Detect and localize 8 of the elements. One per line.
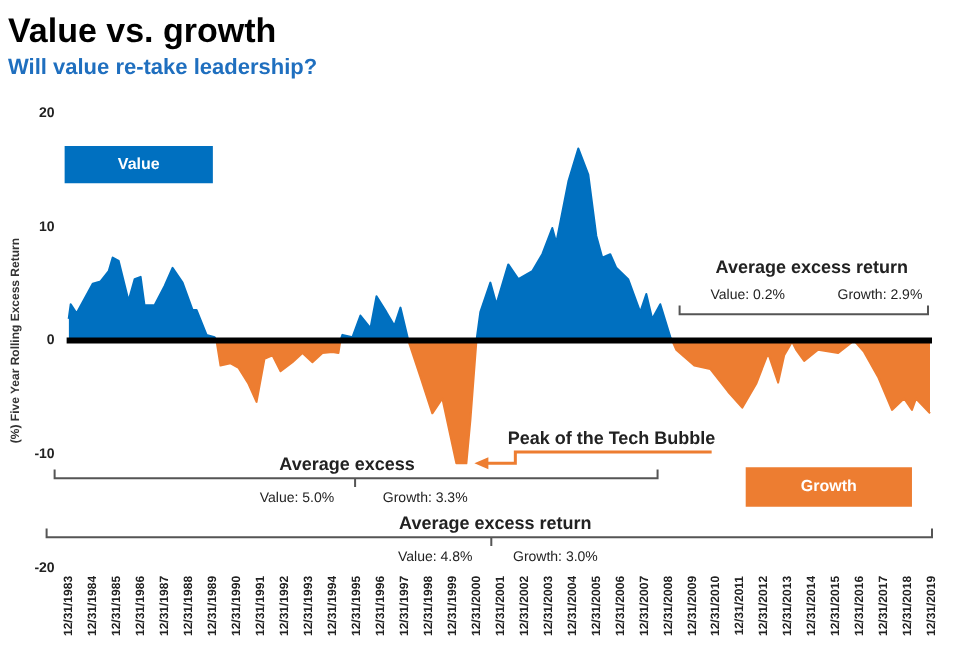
annotation: Average excess — [279, 454, 415, 475]
chart-title: Value vs. growth — [8, 11, 277, 50]
annotation: Average excess return — [399, 513, 592, 534]
text: Value — [117, 154, 161, 173]
chart-subtitle: Will value re-take leadership? — [8, 56, 318, 81]
text: Growth — [800, 477, 858, 496]
annotation: Peak of the Tech Bubble — [507, 427, 716, 448]
annotation: Average excess return — [715, 257, 909, 278]
